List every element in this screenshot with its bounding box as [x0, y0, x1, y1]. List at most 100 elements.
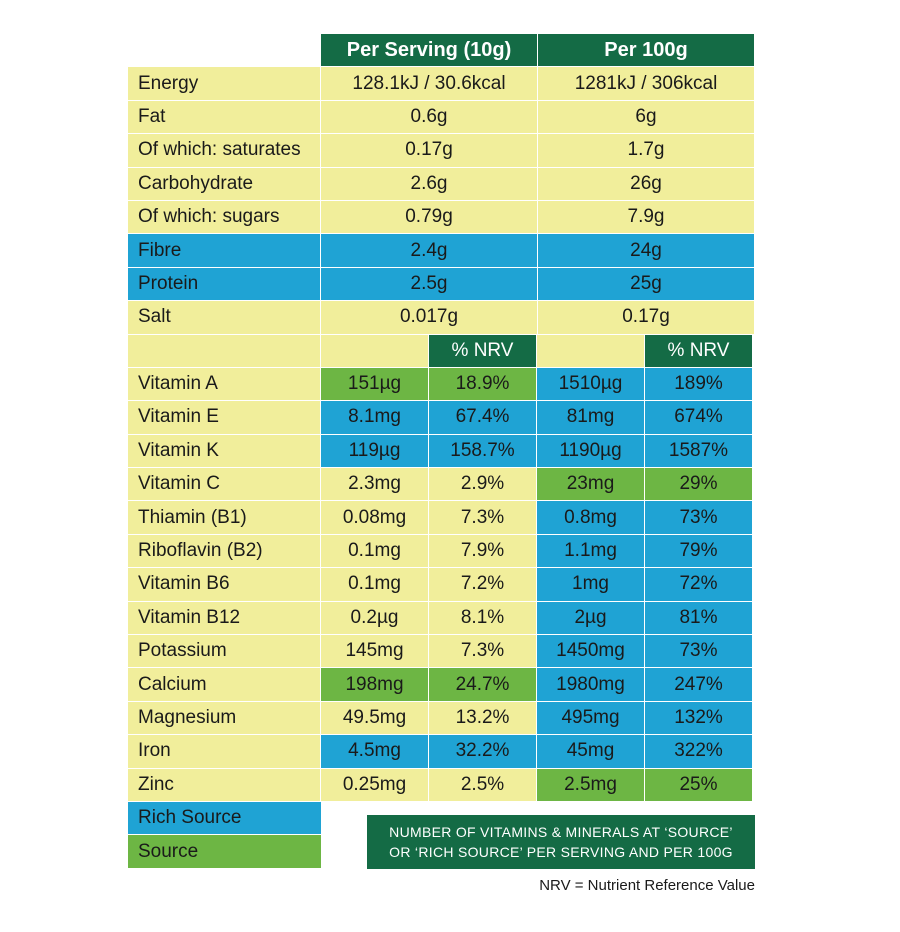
nutrient-label: Of which: sugars	[128, 200, 321, 235]
vitamin-100g-nrv: 73%	[645, 635, 753, 669]
nrv-header-label	[128, 334, 321, 368]
vitamin-row: Vitamin C 2.3mg 2.9% 23mg 29%	[128, 468, 755, 502]
nrv-header-serving: % NRV	[429, 334, 537, 368]
nutrient-row: Energy 128.1kJ / 30.6kcal 1281kJ / 306kcal	[128, 67, 755, 101]
vitamin-100g-value: 1.1mg	[537, 534, 645, 569]
vitamin-serving-nrv: 13.2%	[429, 701, 537, 736]
vitamin-100g-value: 81mg	[537, 401, 645, 435]
vitamin-100g-value: 1450mg	[537, 635, 645, 669]
vitamin-serving-nrv: 7.9%	[429, 534, 537, 569]
nutrient-per-100g: 24g	[538, 234, 755, 268]
vitamin-100g-nrv: 189%	[645, 367, 753, 402]
nutrient-per-serving: 0.017g	[321, 301, 538, 335]
vitamin-label: Magnesium	[128, 701, 321, 736]
nutrient-per-100g: 1281kJ / 306kcal	[538, 67, 755, 101]
vitamin-serving-value: 0.1mg	[321, 568, 429, 602]
vitamin-100g-value: 2.5mg	[537, 768, 645, 802]
nutrient-label: Fat	[128, 100, 321, 135]
nutrient-per-serving: 2.4g	[321, 234, 538, 268]
vitamin-100g-nrv: 132%	[645, 701, 753, 736]
vitamin-serving-value: 0.08mg	[321, 501, 429, 535]
nutrient-per-100g: 0.17g	[538, 301, 755, 335]
legend-row-rich: Rich Source	[128, 801, 755, 836]
vitamin-100g-value: 1980mg	[537, 668, 645, 702]
vitamin-100g-value: 2µg	[537, 601, 645, 636]
vitamin-serving-nrv: 2.5%	[429, 768, 537, 802]
vitamin-row: Vitamin E 8.1mg 67.4% 81mg 674%	[128, 401, 755, 435]
nutrient-per-serving: 0.17g	[321, 134, 538, 168]
vitamin-row: Iron 4.5mg 32.2% 45mg 322%	[128, 735, 755, 769]
vitamin-row: Vitamin K 119µg 158.7% 1190µg 1587%	[128, 434, 755, 469]
vitamin-serving-value: 4.5mg	[321, 735, 429, 769]
nutrient-label: Fibre	[128, 234, 321, 268]
vitamin-100g-value: 1190µg	[537, 434, 645, 469]
vitamin-label: Riboflavin (B2)	[128, 534, 321, 569]
header-blank	[128, 34, 321, 68]
vitamin-serving-value: 0.1mg	[321, 534, 429, 569]
vitamin-serving-value: 145mg	[321, 635, 429, 669]
vitamin-serving-nrv: 158.7%	[429, 434, 537, 469]
vitamin-label: Vitamin E	[128, 401, 321, 435]
vitamin-label: Vitamin K	[128, 434, 321, 469]
vitamin-100g-nrv: 73%	[645, 501, 753, 535]
vitamin-label: Vitamin A	[128, 367, 321, 402]
legend-row-source: Source	[128, 835, 755, 869]
nutrient-row: Of which: sugars 0.79g 7.9g	[128, 200, 755, 235]
nutrient-per-100g: 6g	[538, 100, 755, 135]
vitamin-serving-nrv: 7.3%	[429, 635, 537, 669]
nutrient-rows: Energy 128.1kJ / 30.6kcal 1281kJ / 306kcal…	[128, 67, 755, 335]
vitamin-100g-nrv: 81%	[645, 601, 753, 636]
vitamin-label: Vitamin B6	[128, 568, 321, 602]
vitamin-serving-value: 151µg	[321, 367, 429, 402]
vitamin-serving-value: 8.1mg	[321, 401, 429, 435]
vitamin-row: Thiamin (B1) 0.08mg 7.3% 0.8mg 73%	[128, 501, 755, 535]
per-serving-header: Per Serving (10g)	[321, 34, 538, 68]
vitamin-100g-nrv: 79%	[645, 534, 753, 569]
vitamin-100g-value: 0.8mg	[537, 501, 645, 535]
header-row: Per Serving (10g) Per 100g	[128, 34, 755, 68]
vitamin-label: Vitamin C	[128, 468, 321, 502]
vitamin-100g-value: 1mg	[537, 568, 645, 602]
nutrient-per-100g: 7.9g	[538, 200, 755, 235]
nrv-footnote: NRV = Nutrient Reference Value	[539, 877, 755, 894]
nutrient-per-serving: 2.5g	[321, 267, 538, 302]
vitamin-label: Zinc	[128, 768, 321, 802]
vitamin-serving-value: 49.5mg	[321, 701, 429, 736]
nrv-header-100g-blank	[537, 334, 645, 368]
nrv-header-100g: % NRV	[645, 334, 753, 368]
nutrient-per-100g: 26g	[538, 167, 755, 201]
nutrient-row: Salt 0.017g 0.17g	[128, 301, 755, 335]
nutrient-per-serving: 0.79g	[321, 200, 538, 235]
source-note-line1: NUMBER OF VITAMINS & MINERALS AT ‘SOURCE…	[389, 824, 733, 840]
vitamin-row: Vitamin B6 0.1mg 7.2% 1mg 72%	[128, 568, 755, 602]
vitamin-label: Vitamin B12	[128, 601, 321, 636]
vitamin-row: Riboflavin (B2) 0.1mg 7.9% 1.1mg 79%	[128, 534, 755, 569]
vitamin-serving-nrv: 7.3%	[429, 501, 537, 535]
vitamin-100g-nrv: 322%	[645, 735, 753, 769]
nutrient-row: Protein 2.5g 25g	[128, 267, 755, 302]
legend-rich-source: Rich Source	[128, 801, 321, 836]
vitamin-100g-value: 1510µg	[537, 367, 645, 402]
nrv-header-row: % NRV % NRV	[128, 334, 755, 368]
vitamin-100g-nrv: 247%	[645, 668, 753, 702]
source-note: NUMBER OF VITAMINS & MINERALS AT ‘SOURCE…	[367, 815, 755, 869]
vitamin-label: Iron	[128, 735, 321, 769]
vitamin-row: Vitamin A 151µg 18.9% 1510µg 189%	[128, 367, 755, 402]
vitamin-100g-nrv: 72%	[645, 568, 753, 602]
nutrient-label: Energy	[128, 67, 321, 101]
nutrient-label: Of which: saturates	[128, 134, 321, 168]
per-100g-header: Per 100g	[538, 34, 755, 68]
vitamin-row: Zinc 0.25mg 2.5% 2.5mg 25%	[128, 768, 755, 802]
vitamin-row: Calcium 198mg 24.7% 1980mg 247%	[128, 668, 755, 702]
nutrient-label: Carbohydrate	[128, 167, 321, 201]
vitamin-serving-nrv: 32.2%	[429, 735, 537, 769]
vitamin-serving-value: 0.2µg	[321, 601, 429, 636]
nutrient-per-100g: 1.7g	[538, 134, 755, 168]
vitamin-label: Calcium	[128, 668, 321, 702]
nutrient-row: Fat 0.6g 6g	[128, 100, 755, 135]
nutrient-per-100g: 25g	[538, 267, 755, 302]
vitamin-serving-nrv: 24.7%	[429, 668, 537, 702]
vitamin-100g-nrv: 1587%	[645, 434, 753, 469]
vitamin-serving-nrv: 18.9%	[429, 367, 537, 402]
vitamin-row: Magnesium 49.5mg 13.2% 495mg 132%	[128, 701, 755, 736]
